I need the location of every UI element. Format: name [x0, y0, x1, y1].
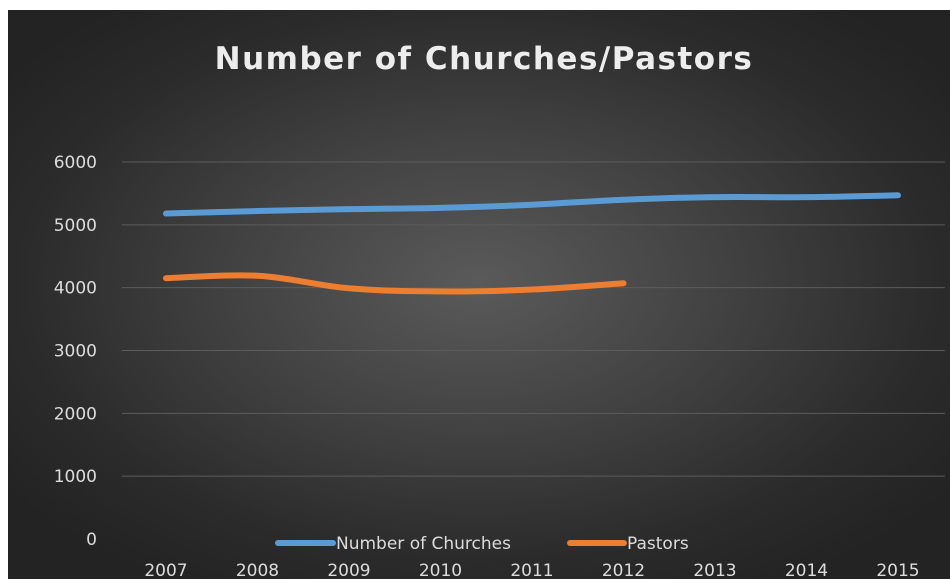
y-tick-label: 3000: [54, 342, 97, 362]
series-line-number-of-churches: [163, 192, 901, 217]
x-tick-label: 2012: [602, 561, 645, 579]
y-tick-label: 5000: [54, 216, 97, 236]
x-tick-label: 2015: [876, 561, 919, 579]
x-tick-label: 2009: [327, 561, 370, 579]
chart-title: Number of Churches/Pastors: [215, 41, 754, 77]
y-tick-label: 1000: [54, 467, 97, 487]
chart-area: [8, 10, 950, 579]
legend-label-number-of-churches: Number of Churches: [336, 534, 511, 554]
y-axis-ticks: 0 1000 2000 3000 4000 5000 6000: [54, 153, 97, 550]
x-tick-label: 2011: [510, 561, 553, 579]
y-tick-label: 6000: [54, 153, 97, 173]
x-tick-label: 2007: [144, 561, 187, 579]
legend-label-pastors: Pastors: [627, 534, 689, 554]
y-tick-label: 0: [86, 530, 97, 550]
series-lines: [163, 192, 901, 295]
y-tick-label: 4000: [54, 279, 97, 299]
legend: Number of Churches Pastors: [275, 534, 689, 554]
x-tick-label: 2010: [419, 561, 462, 579]
x-axis-ticks: 2007 2008 2009 2010 2011 2012 2013 2014 2015: [144, 561, 919, 579]
x-tick-label: 2008: [236, 561, 279, 579]
x-tick-label: 2014: [785, 561, 828, 579]
y-tick-label: 2000: [54, 404, 97, 424]
x-tick-label: 2013: [693, 561, 736, 579]
series-line-pastors: [163, 272, 627, 295]
